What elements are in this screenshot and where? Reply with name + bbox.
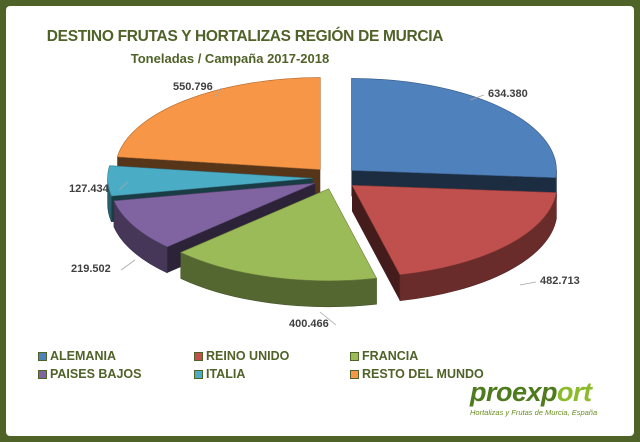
legend-item-paises-bajos: PAISES BAJOS — [38, 367, 141, 381]
chart-title: DESTINO FRUTAS Y HORTALIZAS REGIÓN DE MU… — [46, 28, 444, 45]
legend-swatch — [194, 351, 203, 361]
data-label-resto-del-mundo: 550.796 — [173, 81, 213, 93]
legend-swatch — [350, 369, 359, 379]
pie-slice-reino-unido — [351, 184, 557, 302]
chart-subtitle: Toneladas / Campaña 2017-2018 — [130, 51, 330, 66]
proexport-logo: proexport Hortalizas y Frutas de Murcia,… — [470, 378, 597, 417]
leader-line — [319, 311, 337, 326]
legend-item-reino-unido: REINO UNIDO — [194, 349, 289, 363]
leader-line — [519, 281, 537, 286]
data-label-italia: 127.434 — [69, 183, 109, 195]
pie-slice-francia — [180, 188, 378, 308]
legend-swatch — [350, 351, 359, 361]
legend-swatch — [38, 351, 47, 361]
legend-item-italia: ITALIA — [194, 367, 245, 381]
data-label-paises-bajos: 219.502 — [71, 263, 111, 275]
legend-swatch — [194, 369, 203, 379]
leader-line — [469, 94, 485, 101]
legend-item-alemania: ALEMANIA — [38, 349, 116, 363]
leader-line — [120, 259, 136, 271]
leader-line — [118, 181, 129, 191]
legend-item-francia: FRANCIA — [350, 349, 418, 363]
legend-item-resto-del-mundo: RESTO DEL MUNDO — [350, 367, 484, 381]
data-label-reino-unido: 482.713 — [540, 275, 580, 287]
logo-tagline: Hortalizas y Frutas de Murcia, España — [470, 408, 598, 417]
data-label-alemania: 634.380 — [488, 88, 528, 100]
logo-wordmark: proexport — [470, 377, 592, 407]
legend-swatch — [38, 369, 47, 379]
leader-line — [214, 87, 222, 99]
data-label-francia: 400.466 — [289, 318, 329, 330]
